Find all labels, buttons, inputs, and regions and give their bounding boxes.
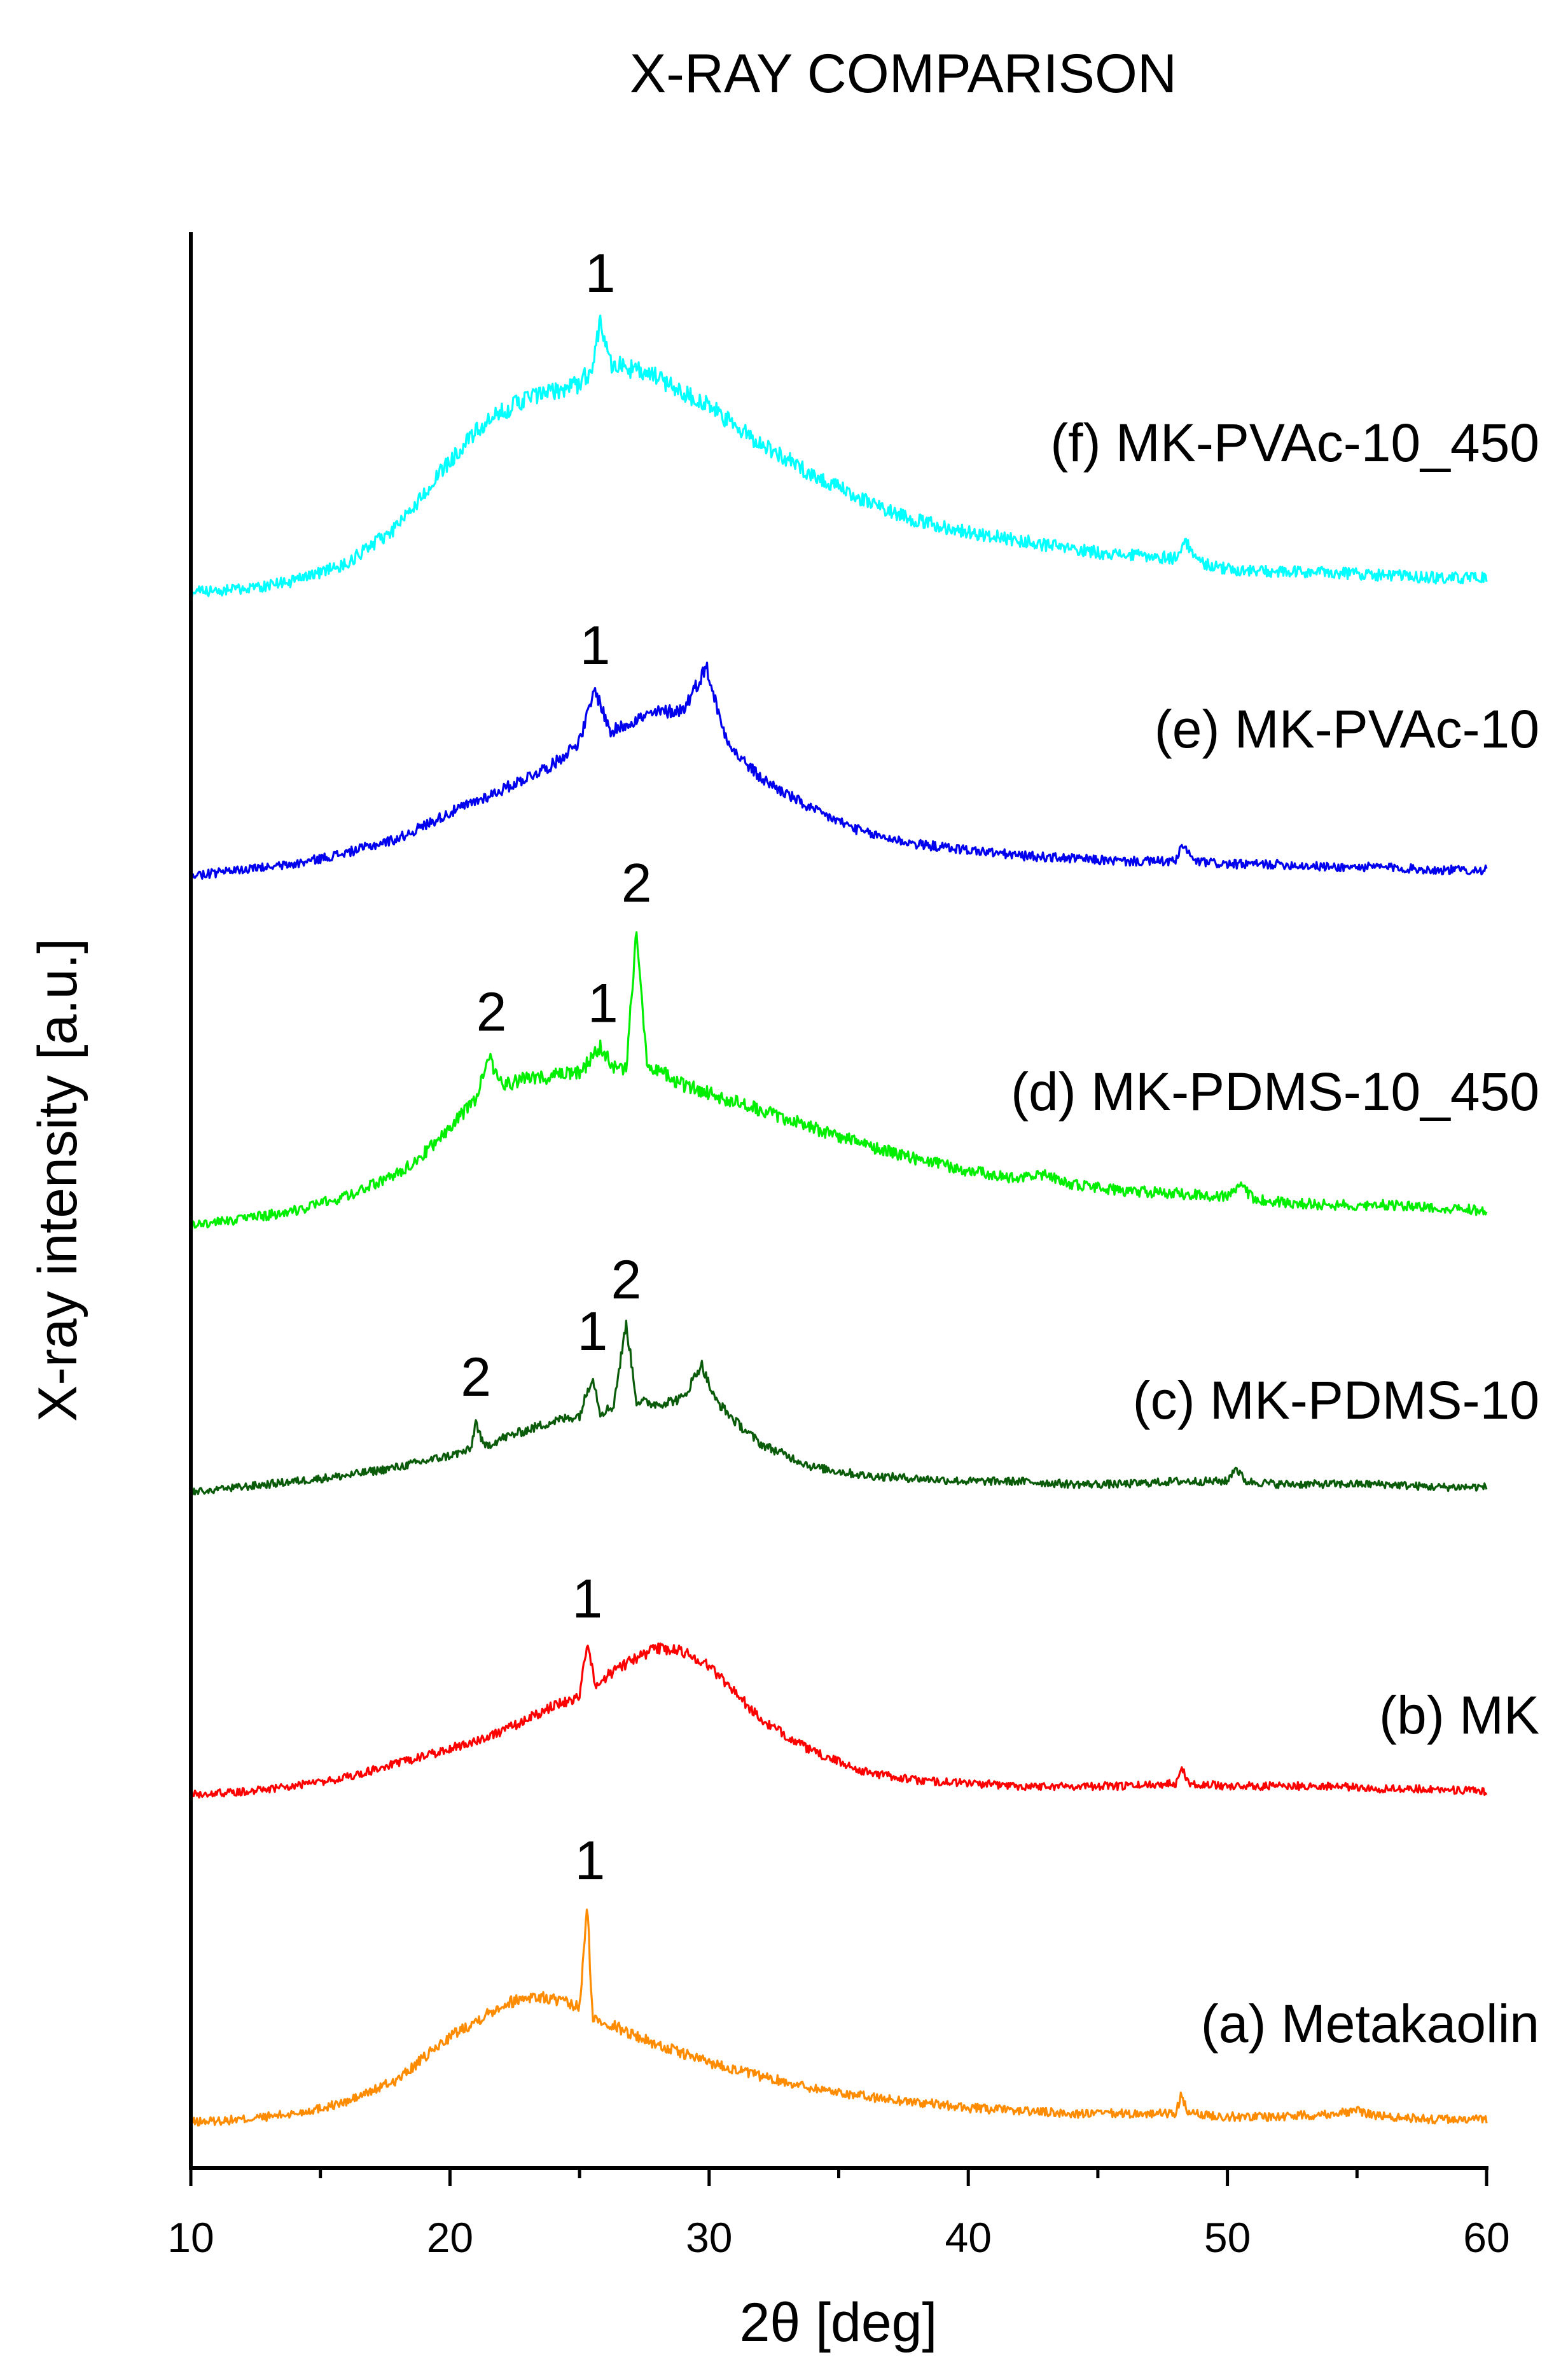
x-axis-label: 2θ [deg] xyxy=(740,2292,938,2353)
series-line xyxy=(190,1642,1488,1799)
x-tick-label: 40 xyxy=(945,2214,991,2261)
series-line xyxy=(190,931,1488,1231)
peak-annotation: 1 xyxy=(572,1569,602,1630)
series-label: (e) MK-PVAc-10 xyxy=(1155,699,1539,759)
series-layer xyxy=(190,314,1488,2127)
y-axis-label: X-ray intensity [a.u.] xyxy=(27,938,88,1422)
chart-title: X-RAY COMPARISON xyxy=(630,43,1177,104)
peak-annotation: 2 xyxy=(621,853,652,914)
peak-annotation: 1 xyxy=(588,973,618,1034)
series-line xyxy=(190,661,1488,880)
peak-annotation: 1 xyxy=(574,1830,605,1891)
peak-annotation: 1 xyxy=(580,615,611,676)
x-tick-label: 10 xyxy=(167,2214,214,2261)
x-tick-label: 20 xyxy=(427,2214,473,2261)
peak-annotation: 1 xyxy=(585,243,616,304)
peak-annotation: 2 xyxy=(476,982,507,1043)
series-label: (b) MK xyxy=(1379,1685,1539,1745)
series-label: (f) MK-PVAc-10_450 xyxy=(1050,413,1539,473)
x-tick-label: 60 xyxy=(1463,2214,1509,2261)
series-line xyxy=(190,1909,1488,2127)
series-line xyxy=(190,1319,1488,1496)
x-tick-label: 50 xyxy=(1204,2214,1251,2261)
peak-annotation: 1 xyxy=(578,1301,608,1362)
x-tick-label: 30 xyxy=(686,2214,732,2261)
series-labels: (a) Metakaolin (b) MK (c) MK-PDMS-10 (d) MK… xyxy=(1011,413,1539,2054)
series-label: (d) MK-PDMS-10_450 xyxy=(1011,1062,1539,1122)
series-line xyxy=(190,314,1488,598)
peak-annotation: 2 xyxy=(611,1249,642,1311)
series-label: (a) Metakaolin xyxy=(1201,1994,1539,2054)
peak-annotation: 2 xyxy=(461,1347,491,1408)
x-ticks: 10 20 30 40 50 60 xyxy=(167,2168,1510,2261)
series-label: (c) MK-PDMS-10 xyxy=(1133,1370,1539,1430)
